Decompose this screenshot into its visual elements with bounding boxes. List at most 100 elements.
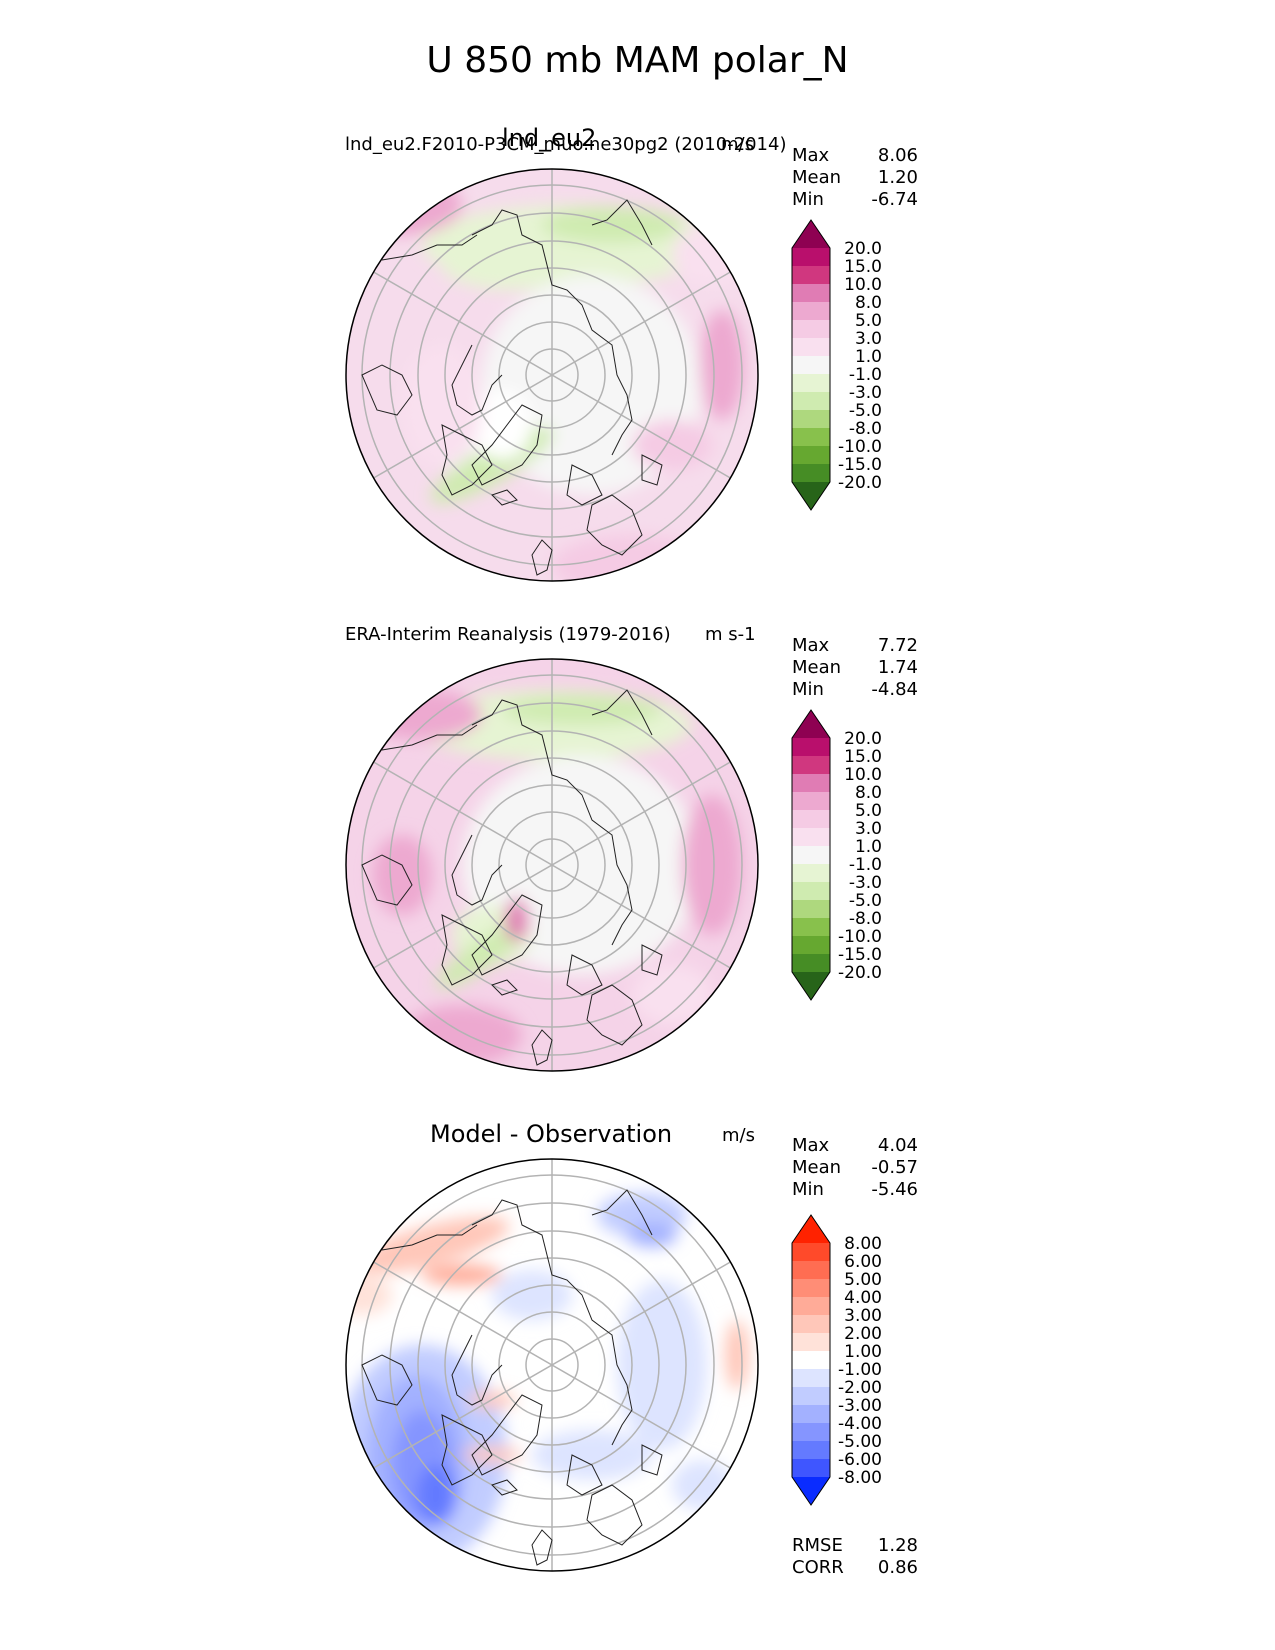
stat-max-value: 8.06 (877, 145, 918, 166)
colorbar-tick-label: -15.0 (838, 945, 882, 965)
colorbar-segment (792, 882, 830, 901)
colorbar-segment (792, 1387, 830, 1406)
colorbar-tick-label: -5.0 (849, 401, 882, 421)
colorbar-segment (792, 1459, 830, 1478)
colorbar-segment (792, 900, 830, 919)
colorbar-tick-label: -8.00 (838, 1468, 882, 1488)
colorbar-tick-label: 15.0 (844, 747, 882, 767)
colorbar-extend-max (792, 220, 830, 248)
colorbar-tick-label: 8.0 (855, 293, 882, 313)
colorbar-segment (792, 1441, 830, 1460)
colorbar-segment (792, 284, 830, 303)
panel-units: m/s (721, 134, 754, 155)
stat-min-label: Min (792, 1179, 824, 1200)
stat-mean-value: 1.20 (877, 167, 918, 188)
colorbar-tick-label: -6.00 (838, 1450, 882, 1470)
stat-mean-value: -0.57 (871, 1157, 918, 1178)
polar-map (345, 168, 759, 582)
colorbar-extend-max (792, 1215, 830, 1243)
panel-units: m s-1 (705, 624, 756, 645)
panel-subtitle: ERA-Interim Reanalysis (1979-2016) (345, 624, 671, 645)
stat-min-label: Min (792, 189, 824, 210)
stat-mean-label: Mean (792, 1157, 842, 1178)
stat-min-value: -5.46 (871, 1179, 918, 1200)
colorbar-segment (792, 248, 830, 267)
colorbar-tick-label: 8.00 (844, 1234, 882, 1254)
panel-title: Model - Observation (430, 1120, 673, 1148)
colorbar-segment (792, 936, 830, 955)
colorbar-segment (792, 846, 830, 865)
colorbar-outline (791, 219, 831, 511)
colorbar-tick-label: 3.00 (844, 1306, 882, 1326)
colorbar-segment (792, 1351, 830, 1370)
colorbar-segment (792, 446, 830, 465)
colorbar-segment (792, 356, 830, 375)
colorbar-tick-label: -2.00 (838, 1378, 882, 1398)
stat-min-label: Min (792, 679, 824, 700)
colorbar-extend-max (792, 710, 830, 738)
stat-corr-label: CORR (792, 1557, 844, 1578)
colorbar-segment (792, 810, 830, 829)
colorbar-segment (792, 338, 830, 357)
colorbar-segment (792, 1261, 830, 1280)
colorbar-tick-label: 1.0 (855, 347, 882, 367)
colorbar-segment (792, 428, 830, 447)
stat-min-value: -6.74 (871, 189, 918, 210)
stat-max-label: Max (792, 635, 830, 656)
colorbar-segment (792, 792, 830, 811)
colorbar-segment (792, 774, 830, 793)
panel-title: lnd_eu2 (502, 124, 597, 152)
colorbar-tick-label: -15.0 (838, 455, 882, 475)
colorbar: 8.006.005.004.003.002.001.00-1.00-2.00-3… (791, 1214, 882, 1506)
colorbar-tick-label: 15.0 (844, 257, 882, 277)
colorbar-segment (792, 392, 830, 411)
colorbar-segment (792, 918, 830, 937)
colorbar-tick-label: -3.0 (849, 873, 882, 893)
colorbar-tick-label: -1.0 (849, 855, 882, 875)
colorbar-segment (792, 266, 830, 285)
colorbar-tick-label: 5.0 (855, 801, 882, 821)
colorbar-tick-label: -20.0 (838, 963, 882, 983)
colorbar-tick-label: -20.0 (838, 473, 882, 493)
colorbar-tick-label: -5.0 (849, 891, 882, 911)
colorbar-segment (792, 954, 830, 973)
colorbar-segment (792, 374, 830, 393)
colorbar-tick-label: -1.00 (838, 1360, 882, 1380)
colorbar-segment (792, 828, 830, 847)
panel-subtitle: lnd_eu2.F2010-P3CM_muo.ne30pg2 (2010-201… (345, 134, 787, 155)
colorbar-tick-label: -3.0 (849, 383, 882, 403)
panel-model: lnd_eu2 lnd_eu2.F2010-P3CM_muo.ne30pg2 (… (0, 120, 1275, 620)
colorbar-segment (792, 864, 830, 883)
colorbar-segment (792, 1315, 830, 1334)
colorbar-tick-label: -4.00 (838, 1414, 882, 1434)
stat-corr-value: 0.86 (877, 1557, 918, 1578)
colorbar-tick-label: -3.00 (838, 1396, 882, 1416)
colorbar-tick-label: 3.0 (855, 329, 882, 349)
colorbar-tick-label: -5.00 (838, 1432, 882, 1452)
colorbar-segment (792, 302, 830, 321)
colorbar-segment (792, 410, 830, 429)
stat-min-value: -4.84 (871, 679, 918, 700)
colorbar-tick-label: 5.0 (855, 311, 882, 331)
colorbar-extend-min (792, 1477, 830, 1505)
colorbar-tick-label: 20.0 (844, 729, 882, 749)
colorbar-extend-min (792, 482, 830, 510)
stat-max-value: 4.04 (877, 1135, 918, 1156)
colorbar-outline (791, 1214, 831, 1506)
colorbar-segment (792, 1405, 830, 1424)
stat-rmse-value: 1.28 (877, 1535, 918, 1556)
colorbar-segment (792, 320, 830, 339)
colorbar-segment (792, 1369, 830, 1388)
colorbar-tick-label: -10.0 (838, 437, 882, 457)
colorbar-tick-label: 2.00 (844, 1324, 882, 1344)
panel-units: m/s (722, 1125, 755, 1146)
polar-map (345, 1158, 759, 1572)
colorbar-tick-label: 1.0 (855, 837, 882, 857)
stat-mean-label: Mean (792, 657, 842, 678)
colorbar-tick-label: 5.00 (844, 1270, 882, 1290)
colorbar-segment (792, 1297, 830, 1316)
panel-difference: Model - Observation m/s Max 4.04 Mean -0… (0, 1105, 1275, 1605)
colorbar-segment (792, 1243, 830, 1262)
colorbar-tick-label: -10.0 (838, 927, 882, 947)
colorbar-outline (791, 709, 831, 1001)
